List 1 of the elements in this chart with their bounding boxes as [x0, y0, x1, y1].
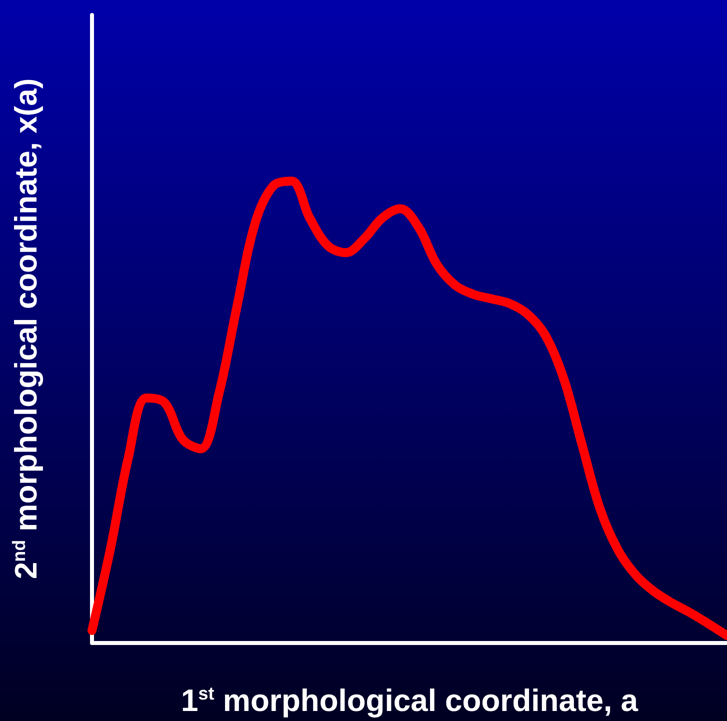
y-axis-title: 2nd morphological coordinate, x(a): [8, 78, 44, 580]
